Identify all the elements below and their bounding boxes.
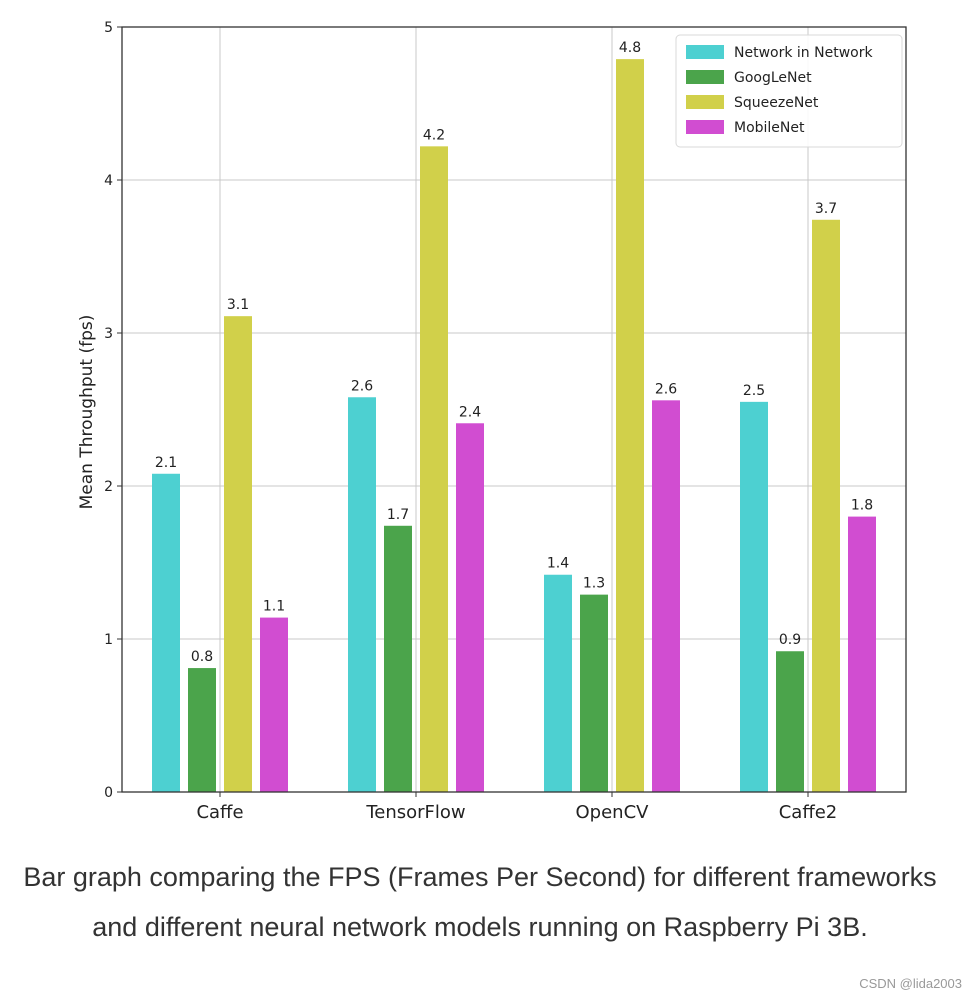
bar-network-in-network (348, 397, 376, 792)
bar-value-label: 1.1 (263, 599, 285, 615)
legend-swatch (686, 70, 724, 84)
bar-value-label: 0.9 (779, 632, 801, 648)
bar-network-in-network (152, 473, 180, 792)
y-axis: 0 1 2 3 4 5 (104, 20, 122, 801)
legend-label: SqueezeNet (734, 95, 819, 111)
bar-value-label: 2.4 (459, 404, 481, 420)
bar-chart: 2.1 0.8 3.1 1.1 2.6 1.7 4.2 2.4 1.4 1.3 4.8 2.6 2.5 0… (77, 20, 907, 823)
legend: Network in Network GoogLeNet SqueezeNet Mob… (675, 34, 903, 148)
x-tick-label: OpenCV (576, 802, 650, 823)
bar-squeezenet (224, 316, 252, 792)
bar-squeezenet (420, 146, 448, 793)
bar-value-label: 2.1 (155, 455, 177, 471)
bar-googlenet (384, 525, 412, 792)
bars (152, 59, 876, 793)
bar-value-label: 3.1 (227, 297, 249, 313)
data-labels: 2.1 0.8 3.1 1.1 2.6 1.7 4.2 2.4 1.4 1.3 4.8 2.6 2.5 0… (155, 40, 873, 665)
bar-value-label: 2.5 (743, 383, 765, 399)
bar-value-label: 2.6 (655, 381, 677, 397)
bar-value-label: 1.7 (387, 507, 409, 523)
bar-network-in-network (544, 574, 572, 792)
x-tick-label: Caffe2 (779, 802, 838, 823)
y-tick-label: 3 (104, 326, 113, 342)
bar-squeezenet (812, 219, 840, 792)
bar-value-label: 2.6 (351, 378, 373, 394)
bar-mobilenet (652, 400, 680, 792)
legend-swatch (686, 95, 724, 109)
legend-swatch (686, 120, 724, 134)
legend-label: GoogLeNet (734, 70, 812, 86)
bar-mobilenet (848, 516, 876, 792)
watermark: CSDN @lida2003 (859, 976, 962, 991)
bar-value-label: 3.7 (815, 201, 837, 217)
bar-googlenet (580, 594, 608, 792)
x-tick-label: TensorFlow (365, 802, 465, 823)
bar-value-label: 4.2 (423, 127, 445, 143)
bar-mobilenet (456, 423, 484, 792)
y-tick-label: 1 (104, 632, 113, 648)
y-tick-label: 0 (104, 785, 113, 801)
bar-value-label: 0.8 (191, 649, 213, 665)
bar-mobilenet (260, 617, 288, 792)
y-tick-label: 5 (104, 20, 113, 36)
bar-value-label: 1.4 (547, 556, 569, 572)
bar-network-in-network (740, 401, 768, 792)
bar-value-label: 1.8 (851, 498, 873, 514)
bar-value-label: 1.3 (583, 576, 605, 592)
bar-googlenet (776, 651, 804, 792)
legend-box (675, 34, 903, 148)
bar-value-label: 4.8 (619, 40, 641, 56)
legend-label: Network in Network (734, 45, 873, 61)
x-tick-label: Caffe (196, 802, 243, 823)
x-axis: Caffe TensorFlow OpenCV Caffe2 (196, 792, 837, 823)
bar-squeezenet (616, 59, 644, 792)
y-tick-label: 4 (104, 173, 113, 189)
legend-label: MobileNet (734, 120, 805, 136)
y-tick-label: 2 (104, 479, 113, 495)
bar-googlenet (188, 668, 216, 792)
plot-frame (121, 26, 907, 793)
legend-swatch (686, 45, 724, 59)
figure-caption: Bar graph comparing the FPS (Frames Per … (23, 862, 937, 942)
y-axis-label: Mean Throughput (fps) (77, 315, 97, 510)
